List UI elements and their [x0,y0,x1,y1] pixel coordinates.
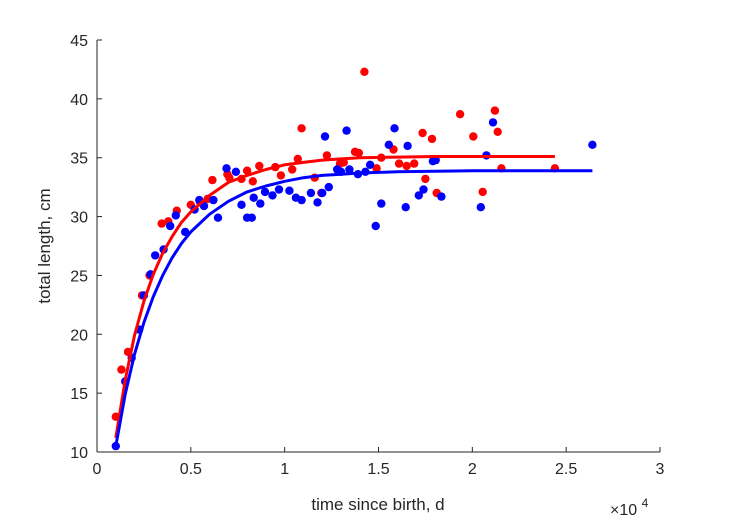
y-tick-label: 45 [70,33,88,50]
fit-lines [114,155,593,447]
data-point [437,192,446,201]
data-point [260,187,270,197]
data-point [478,187,487,197]
data-point [285,186,294,195]
x-axis-exponent: ×10 4 [610,496,649,519]
data-point [372,164,381,173]
data-point [297,195,306,205]
x-tick-label: 1.5 [367,461,389,478]
data-point [242,166,252,175]
data-point [213,213,223,222]
data-point [247,213,256,222]
data-point [419,185,428,194]
data-point [342,126,351,135]
data-point [414,191,423,200]
data-point [345,165,354,174]
data-point [237,200,246,209]
data-point [360,67,369,77]
y-tick-label: 20 [70,327,88,344]
x-tick-label: 2 [468,461,477,478]
data-point [268,191,277,200]
data-point [384,140,393,149]
data-point [588,140,597,149]
y-tick-label: 10 [70,445,88,462]
x-axis-label: time since birth, d [311,495,444,514]
y-axis-label: total length, cm [35,188,54,303]
data-point [490,106,500,115]
data-point [427,134,437,144]
data-point [222,164,231,173]
y-ticks: 10 15 20 25 30 35 40 45 [70,33,102,462]
data-point [274,185,284,194]
data-point [297,124,306,133]
y-tick-label: 35 [70,151,88,168]
data-point [402,161,411,171]
data-point [401,203,410,212]
data-point [208,175,217,185]
y-tick-label: 25 [70,268,88,285]
data-point [418,128,427,138]
data-point [209,195,218,205]
data-point [313,198,322,207]
data-point [249,193,258,202]
y-tick-label: 40 [70,92,88,109]
data-point [166,221,175,231]
x-exponent-power: 4 [642,496,649,510]
x-tick-label: 2.5 [555,461,577,478]
x-tick-label: 3 [656,461,665,478]
data-point [255,161,264,171]
data-point [276,171,286,180]
data-point [488,118,498,127]
data-point [171,211,180,220]
data-point [293,154,302,164]
data-point [354,148,363,158]
data-point [322,151,332,160]
data-point [390,124,399,133]
data-point [394,159,404,168]
data-point [324,182,333,192]
data-point [493,127,502,136]
data-point [117,365,126,374]
data-point [410,159,419,168]
data-point [248,177,257,186]
x-tick-label: 1 [280,461,289,478]
x-tick-label: 0.5 [180,461,202,478]
data-point [371,221,380,231]
data-point [455,110,465,119]
y-tick-label: 15 [70,386,88,403]
x-ticks: 0 0.5 1 1.5 2 2.5 3 [93,447,665,478]
data-point [288,165,297,174]
data-point [231,167,241,176]
data-point [318,188,327,198]
fit-curve [114,169,593,447]
data-point [306,188,316,198]
data-point [256,199,265,208]
y-tick-label: 30 [70,210,88,227]
fit-curve [114,155,555,439]
data-points [111,67,597,451]
x-tick-label: 0 [93,461,102,478]
x-exponent-base: ×10 [610,502,637,519]
data-point [476,203,485,212]
data-point [151,251,160,260]
data-point [320,132,330,141]
data-point [469,132,478,141]
data-point [377,199,386,208]
data-point [421,174,430,184]
data-point [157,219,166,228]
data-point [403,141,412,151]
data-point [365,160,375,169]
